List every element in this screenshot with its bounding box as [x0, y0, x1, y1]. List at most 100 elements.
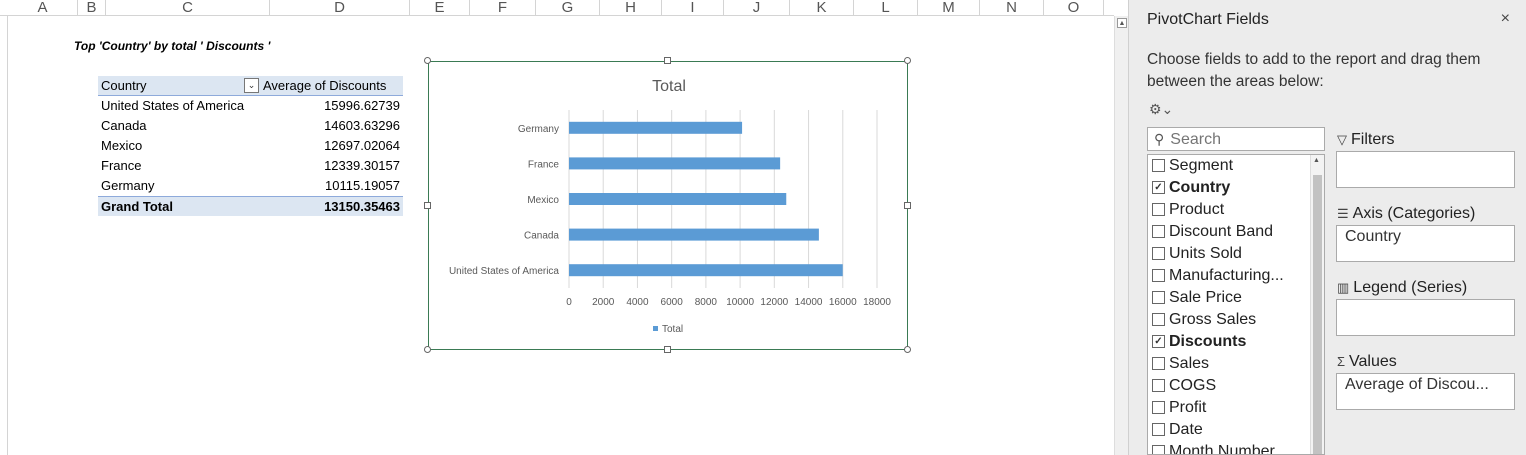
field-label: Segment [1169, 157, 1234, 174]
resize-handle-bl[interactable] [424, 346, 431, 353]
category-label: Germany [518, 124, 559, 135]
field-item[interactable]: Segment [1148, 155, 1324, 177]
filters-area-label: ▽ Filters [1337, 131, 1395, 148]
field-item[interactable]: Profit [1148, 397, 1324, 419]
field-item[interactable]: Manufacturing... [1148, 265, 1324, 287]
field-label: Discounts [1169, 333, 1247, 350]
resize-handle-tr[interactable] [904, 57, 911, 64]
field-item[interactable]: Discount Band [1148, 221, 1324, 243]
bar [569, 193, 787, 205]
x-tick-label: 10000 [726, 297, 754, 308]
gear-icon[interactable]: ⚙⌄ [1149, 101, 1174, 117]
values-drop-zone[interactable]: Average of Discou... [1336, 373, 1515, 410]
column-header-n[interactable]: N [980, 0, 1044, 16]
resize-handle-left[interactable] [424, 202, 431, 209]
field-checkbox[interactable] [1152, 269, 1165, 282]
field-item[interactable]: COGS [1148, 375, 1324, 397]
field-item[interactable]: Date [1148, 419, 1324, 441]
sheet-vertical-scrollbar[interactable]: ▲ [1114, 16, 1128, 455]
field-checkbox[interactable] [1152, 291, 1165, 304]
column-header-b[interactable]: B [78, 0, 106, 16]
pivot-row: Germany 10115.19057 [98, 176, 403, 196]
category-label: Mexico [527, 195, 559, 206]
field-checkbox[interactable]: ✓ [1152, 335, 1165, 348]
x-tick-label: 12000 [760, 297, 788, 308]
field-item[interactable]: ✓ Discounts [1148, 331, 1324, 353]
resize-handle-tl[interactable] [424, 57, 431, 64]
x-tick-label: 16000 [829, 297, 857, 308]
field-checkbox[interactable] [1152, 357, 1165, 370]
field-item[interactable]: Sale Price [1148, 287, 1324, 309]
field-checkbox[interactable] [1152, 445, 1165, 454]
search-input[interactable] [1170, 131, 1301, 149]
field-item[interactable]: ✓ Country [1148, 177, 1324, 199]
column-header-d[interactable]: D [270, 0, 410, 16]
resize-handle-top[interactable] [664, 57, 671, 64]
field-label: Product [1169, 201, 1225, 218]
sigma-icon: Σ [1337, 354, 1346, 369]
row-header-gutter [0, 16, 8, 455]
column-header-j[interactable]: J [724, 0, 790, 16]
pivot-header-country[interactable]: Country [101, 78, 147, 93]
axis-drop-zone[interactable]: Country [1336, 225, 1515, 262]
column-header-m[interactable]: M [918, 0, 980, 16]
column-header-g[interactable]: G [536, 0, 600, 16]
scroll-up-icon[interactable]: ▲ [1117, 18, 1127, 28]
field-checkbox[interactable] [1152, 401, 1165, 414]
column-header-o[interactable]: O [1044, 0, 1104, 16]
scrollbar-thumb[interactable] [1313, 175, 1322, 454]
field-checkbox[interactable] [1152, 247, 1165, 260]
column-header-f[interactable]: F [470, 0, 536, 16]
field-checkbox[interactable] [1152, 159, 1165, 172]
pivot-country-cell: Canada [101, 118, 147, 133]
bar [569, 264, 843, 277]
column-header-k[interactable]: K [790, 0, 854, 16]
pivot-chart[interactable]: Total 0 2000 4000 6000 8000 10000 12000 14000 160… [428, 61, 908, 350]
close-icon[interactable]: × [1500, 10, 1510, 27]
x-tick-label: 4000 [626, 297, 649, 308]
chart-title: Total [652, 78, 686, 95]
resize-handle-right[interactable] [904, 202, 911, 209]
field-item[interactable]: Sales [1148, 353, 1324, 375]
field-checkbox[interactable] [1152, 423, 1165, 436]
filter-dropdown-icon[interactable]: ⌄ [244, 78, 259, 93]
field-checkbox[interactable] [1152, 313, 1165, 326]
legend-drop-zone[interactable] [1336, 299, 1515, 336]
field-label: Sale Price [1169, 289, 1242, 306]
pivot-table: Country ⌄ Average of Discounts United St… [98, 76, 403, 216]
field-checkbox[interactable] [1152, 225, 1165, 238]
category-label: United States of America [449, 266, 559, 277]
column-header-a[interactable]: A [8, 0, 78, 16]
resize-handle-bottom[interactable] [664, 346, 671, 353]
pivot-value-cell: 15996.62739 [324, 98, 400, 113]
field-item[interactable]: Product [1148, 199, 1324, 221]
search-field[interactable]: ⚲ [1147, 127, 1325, 151]
legend-icon: ▥ [1337, 280, 1350, 295]
pivotchart-fields-pane: PivotChart Fields × Choose fields to add… [1128, 0, 1526, 455]
x-tick-label: 14000 [795, 297, 823, 308]
x-tick-label: 0 [566, 297, 572, 308]
bar [569, 228, 819, 241]
pivot-header-value[interactable]: Average of Discounts [263, 78, 387, 93]
bar [569, 121, 743, 134]
column-header-l[interactable]: L [854, 0, 918, 16]
field-list-scrollbar[interactable]: ▲ [1310, 155, 1324, 454]
pivot-row: Canada 14603.63296 [98, 116, 403, 136]
field-label: Profit [1169, 399, 1207, 416]
column-header-h[interactable]: H [600, 0, 662, 16]
pivot-grand-total-row: Grand Total 13150.35463 [98, 196, 403, 216]
field-checkbox[interactable] [1152, 379, 1165, 392]
field-checkbox[interactable] [1152, 203, 1165, 216]
category-label: France [528, 159, 560, 170]
resize-handle-br[interactable] [904, 346, 911, 353]
axis-area-label: ☰ Axis (Categories) [1337, 205, 1476, 222]
field-item[interactable]: Month Number [1148, 441, 1324, 454]
column-header-e[interactable]: E [410, 0, 470, 16]
field-item[interactable]: Gross Sales [1148, 309, 1324, 331]
column-header-c[interactable]: C [106, 0, 270, 16]
column-header-i[interactable]: I [662, 0, 724, 16]
filters-drop-zone[interactable] [1336, 151, 1515, 188]
field-item[interactable]: Units Sold [1148, 243, 1324, 265]
field-checkbox[interactable]: ✓ [1152, 181, 1165, 194]
scroll-up-icon[interactable]: ▲ [1313, 157, 1320, 164]
